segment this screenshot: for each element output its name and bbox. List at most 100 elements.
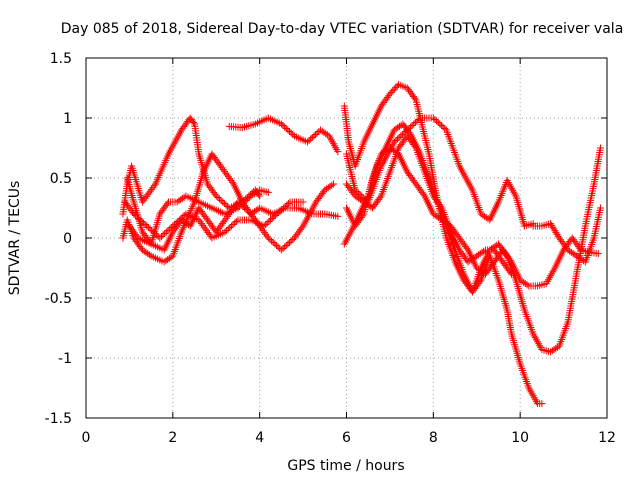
data-point xyxy=(312,131,320,138)
data-point xyxy=(218,164,226,172)
data-point xyxy=(227,222,235,230)
data-point xyxy=(244,207,252,215)
data-point xyxy=(163,200,171,208)
data-point xyxy=(161,230,169,237)
data-point xyxy=(264,234,272,242)
data-point xyxy=(463,244,471,252)
data-point xyxy=(411,94,419,102)
data-point xyxy=(282,242,290,249)
data-point xyxy=(259,227,267,235)
data-point xyxy=(150,182,158,190)
data-point xyxy=(231,202,239,210)
data-point xyxy=(220,218,228,226)
data-point xyxy=(145,251,153,259)
data-point xyxy=(148,227,156,234)
data-point xyxy=(221,228,229,236)
data-point xyxy=(367,203,375,211)
data-point xyxy=(279,122,287,129)
data-point xyxy=(217,162,225,170)
data-point xyxy=(149,184,157,192)
data-point xyxy=(397,132,405,140)
data-point xyxy=(144,191,152,199)
data-point xyxy=(419,190,427,198)
data-point xyxy=(175,216,183,224)
data-point xyxy=(266,236,274,243)
data-point xyxy=(227,207,235,215)
data-point xyxy=(281,243,289,251)
data-point xyxy=(169,222,177,230)
data-point xyxy=(174,218,182,225)
data-point xyxy=(268,215,276,222)
x-tick-labels: 0 2 4 6 8 10 12 xyxy=(82,430,616,446)
data-point xyxy=(205,230,213,238)
data-point xyxy=(284,200,292,207)
data-point xyxy=(149,228,157,236)
data-point xyxy=(145,189,153,197)
data-point xyxy=(143,222,151,230)
data-point xyxy=(552,229,560,237)
data-point xyxy=(144,224,152,231)
data-point xyxy=(286,128,294,135)
data-point xyxy=(196,218,204,226)
data-point xyxy=(334,212,342,220)
data-point xyxy=(138,218,146,225)
data-point xyxy=(284,126,292,134)
data-point xyxy=(265,218,273,225)
data-point xyxy=(334,148,342,156)
data-point xyxy=(212,192,220,200)
data-point xyxy=(148,185,156,193)
data-point xyxy=(329,180,337,188)
data-point xyxy=(224,225,232,233)
data-point xyxy=(211,190,219,198)
data-point xyxy=(220,200,228,207)
data-point xyxy=(413,117,421,125)
data-point xyxy=(280,204,288,212)
data-point xyxy=(215,160,223,168)
data-point xyxy=(308,134,316,141)
data-point xyxy=(433,117,441,125)
data-point xyxy=(223,171,231,179)
x-tick-label: 0 xyxy=(82,430,91,446)
data-point xyxy=(390,85,398,93)
data-point xyxy=(289,236,297,243)
data-point xyxy=(410,120,418,128)
data-point xyxy=(387,88,395,96)
data-point xyxy=(310,132,318,140)
data-point xyxy=(408,122,416,129)
data-point xyxy=(226,224,234,231)
chart-title: Day 085 of 2018, Sidereal Day-to-day VTE… xyxy=(61,21,624,37)
data-point xyxy=(137,244,145,252)
data-point xyxy=(276,207,284,215)
data-point xyxy=(507,270,515,278)
data-point xyxy=(200,223,208,231)
data-point xyxy=(480,247,488,255)
data-point xyxy=(303,138,311,146)
data-point xyxy=(231,219,239,227)
data-point xyxy=(153,231,161,239)
data-point xyxy=(239,203,247,210)
data-point xyxy=(553,230,561,238)
data-point xyxy=(506,268,514,276)
data-point xyxy=(136,216,144,224)
data-point xyxy=(431,116,439,123)
data-point xyxy=(268,237,276,245)
series-sat-h xyxy=(343,114,537,230)
data-point xyxy=(263,232,271,240)
data-point xyxy=(226,175,234,183)
data-point xyxy=(262,230,270,238)
data-point xyxy=(429,114,437,122)
data-point xyxy=(287,237,295,245)
data-point xyxy=(244,195,252,203)
axis-ticks xyxy=(85,57,608,419)
x-tick-label: 10 xyxy=(511,430,529,446)
data-point xyxy=(131,212,139,219)
series-sat-b xyxy=(225,114,342,156)
data-point xyxy=(236,200,244,207)
data-point xyxy=(214,194,222,201)
data-point xyxy=(437,122,445,129)
data-point xyxy=(359,212,367,220)
data-point xyxy=(138,198,146,206)
data-point xyxy=(434,119,442,126)
data-point xyxy=(298,224,306,232)
